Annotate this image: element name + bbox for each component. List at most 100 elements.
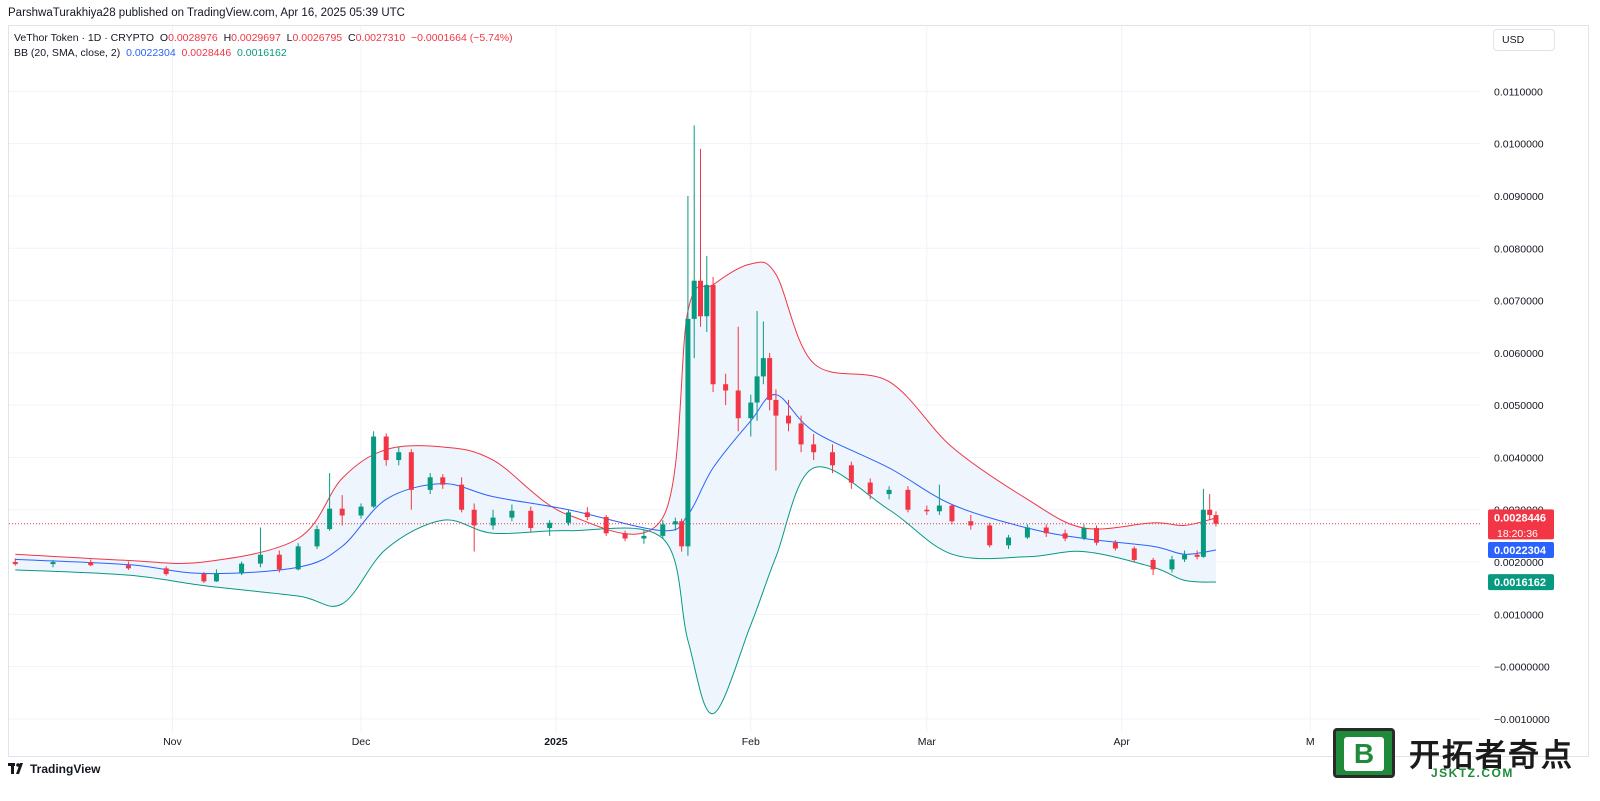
candle-body (509, 510, 515, 518)
open-label: O (159, 32, 169, 44)
candle-body (1062, 533, 1068, 539)
candle-body (949, 505, 955, 522)
symbol-row[interactable]: VeThor Token · 1D · CRYPTO O0.0028976 H0… (14, 31, 513, 46)
candle-body (471, 509, 477, 526)
price-axis-label: 0.0080000 (1494, 243, 1544, 255)
chart-frame (8, 25, 1589, 757)
time-axis-label: 2025 (544, 736, 568, 748)
candle-body (685, 318, 691, 547)
price-axis-label: 0.0040000 (1494, 452, 1544, 464)
close-label: C (347, 32, 356, 44)
candle-body (358, 506, 364, 516)
tradingview-logo-text: TradingView (30, 762, 101, 776)
candle-body (1081, 528, 1087, 539)
candle-body (886, 489, 892, 495)
candle-body (1006, 537, 1012, 546)
price-axis-label: 0.0060000 (1494, 348, 1544, 360)
candle-body (848, 465, 854, 483)
change-value: −0.0001664 (−5.74%) (411, 32, 513, 44)
upper-band-price-tag (1488, 509, 1554, 540)
candle-body (295, 546, 301, 570)
candle-body (547, 522, 553, 529)
candles (12, 125, 1219, 583)
indicator-row[interactable]: BB (20, SMA, close, 2) 0.0022304 0.00284… (14, 46, 513, 61)
candle-body (704, 284, 710, 317)
high-label: H (223, 32, 232, 44)
time-axis-label: M (1306, 736, 1315, 748)
candle-body (924, 509, 930, 512)
candle-body (50, 562, 56, 565)
price-axis-label: −0.0000000 (1494, 662, 1550, 674)
bb-basis-value: 0.0022304 (126, 47, 176, 59)
candle-body (125, 565, 131, 569)
price-axis-label: 0.0020000 (1494, 557, 1544, 569)
candle-body (440, 477, 446, 485)
watermark-badge: B (1333, 728, 1395, 778)
lower-band-price-tag (1488, 574, 1554, 591)
candle-body (1182, 554, 1188, 560)
candle-body (1213, 515, 1219, 524)
candle-body (830, 452, 836, 466)
candle-body (584, 512, 590, 518)
bollinger-band-fill (15, 262, 1216, 714)
candle-body (276, 554, 282, 570)
candle-body (427, 477, 433, 490)
candle-body (1131, 548, 1137, 560)
bar-countdown: 18:20:36 (1497, 528, 1538, 540)
candle-body (1150, 559, 1156, 570)
candle-body (811, 444, 817, 453)
candle-body (1194, 554, 1200, 557)
candle-body (1112, 542, 1118, 549)
candle-body (760, 358, 766, 377)
candle-body (383, 436, 389, 461)
candle-body (163, 568, 169, 575)
candle-body (968, 521, 974, 526)
candle-body (691, 280, 697, 319)
candle-body (213, 573, 219, 582)
price-axis-label: 0.0050000 (1494, 400, 1544, 412)
candle-body (1169, 559, 1175, 570)
time-axis-label: Apr (1114, 736, 1131, 748)
candle-body (867, 482, 873, 495)
price-axis: 0.0110000 0.0100000 0.0090000 0.0080000 0.00… (1494, 86, 1550, 726)
candle-body (239, 563, 245, 574)
price-axis-label: 0.0010000 (1494, 609, 1544, 621)
candle-body (723, 384, 729, 391)
candle-body (660, 524, 666, 536)
watermark-badge-letter: B (1344, 737, 1384, 771)
candle-body (735, 390, 741, 419)
candle-body (679, 521, 685, 547)
candle-body (201, 574, 207, 582)
candle-body (786, 415, 792, 424)
symbol-title: VeThor Token · 1D · CRYPTO (14, 32, 155, 44)
lower-band-price-tag-text: 0.0016162 (1494, 577, 1546, 589)
candle-body (88, 562, 94, 566)
candle-body (408, 452, 414, 490)
candle-body (622, 533, 628, 539)
basis-price-tag-text: 0.0022304 (1494, 545, 1547, 557)
candle-body (798, 423, 804, 445)
chart-legend: VeThor Token · 1D · CRYPTO O0.0028976 H0… (14, 31, 513, 61)
price-axis-label: −0.0010000 (1494, 714, 1550, 726)
low-value: 0.0026795 (292, 32, 343, 44)
tradingview-logo[interactable]: TradingView (8, 762, 100, 776)
time-axis-label: Dec (352, 736, 371, 748)
candle-body (459, 484, 465, 510)
candle-body (697, 280, 703, 317)
high-value: 0.0029697 (231, 32, 281, 44)
candle-body (12, 562, 18, 565)
tradingview-logo-icon (8, 763, 23, 774)
price-axis-label: 0.0110000 (1494, 86, 1543, 98)
candle-body (672, 521, 678, 525)
open-value: 0.0028976 (168, 32, 218, 44)
basis-price-tag (1488, 541, 1554, 558)
time-axis: Nov Dec 2025 Feb Mar Apr M (163, 736, 1315, 748)
currency-selector[interactable]: USD (1493, 29, 1555, 51)
candle-body (905, 489, 911, 510)
price-tags: 0.0028446 18:20:36 0.0022304 0.0016162 (1488, 509, 1554, 591)
candle-body (1207, 509, 1213, 515)
bb-upper-value: 0.0028446 (181, 47, 232, 59)
candle-body (396, 452, 402, 461)
candle-body (327, 508, 333, 530)
